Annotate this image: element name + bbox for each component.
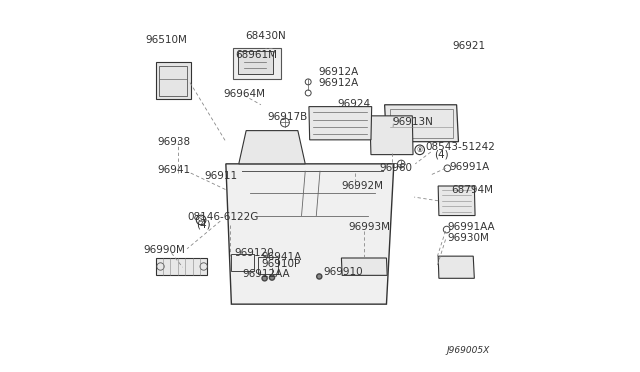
Text: ⑧: ⑧ (417, 147, 423, 153)
Text: 96991A: 96991A (449, 162, 490, 172)
Polygon shape (438, 186, 475, 215)
Bar (156, 62, 191, 99)
Text: 96930M: 96930M (447, 233, 489, 243)
Text: ①: ① (198, 217, 204, 223)
Text: 96912AA: 96912AA (243, 269, 290, 279)
Polygon shape (309, 107, 372, 140)
Circle shape (317, 274, 322, 279)
Text: 96912A: 96912A (318, 67, 358, 77)
Text: 96912A: 96912A (318, 78, 358, 89)
Polygon shape (385, 105, 458, 142)
Text: 96938: 96938 (157, 137, 191, 147)
Polygon shape (370, 116, 413, 155)
Text: 969120: 969120 (234, 248, 274, 258)
Text: (4): (4) (196, 220, 211, 230)
Text: 96913N: 96913N (392, 118, 433, 128)
Text: 969910: 969910 (323, 267, 363, 277)
Text: 96993M: 96993M (349, 222, 391, 232)
Text: J969005X: J969005X (447, 346, 490, 355)
Polygon shape (239, 131, 305, 164)
Text: 96991AA: 96991AA (447, 222, 495, 232)
Text: 96941: 96941 (157, 166, 191, 176)
Text: 08146-6122G: 08146-6122G (188, 212, 259, 222)
Text: 68430N: 68430N (245, 32, 286, 41)
Polygon shape (341, 258, 387, 275)
Bar (159, 66, 187, 96)
Bar (258, 257, 278, 274)
Polygon shape (156, 258, 207, 275)
Text: (4): (4) (434, 150, 449, 160)
Text: 08543-51242: 08543-51242 (425, 142, 495, 152)
Text: 96960: 96960 (379, 163, 412, 173)
Text: 68961M: 68961M (236, 50, 278, 60)
Text: 96911: 96911 (205, 171, 238, 181)
Circle shape (262, 276, 268, 281)
Text: 96964M: 96964M (223, 89, 265, 99)
Text: 96992M: 96992M (341, 181, 383, 191)
Bar (238, 51, 273, 74)
Text: 96941A: 96941A (262, 252, 302, 262)
Text: 68794M: 68794M (451, 185, 493, 195)
Text: 96921: 96921 (452, 41, 485, 51)
Bar (232, 254, 253, 271)
Polygon shape (226, 164, 394, 304)
Text: 96510M: 96510M (146, 35, 188, 45)
Text: 96990M: 96990M (143, 244, 186, 254)
Text: 96924: 96924 (338, 99, 371, 109)
Bar (390, 109, 453, 138)
Polygon shape (438, 256, 474, 278)
Circle shape (269, 275, 275, 280)
Bar (233, 48, 281, 79)
Text: 96910P: 96910P (261, 259, 300, 269)
Text: 96917B: 96917B (268, 112, 308, 122)
